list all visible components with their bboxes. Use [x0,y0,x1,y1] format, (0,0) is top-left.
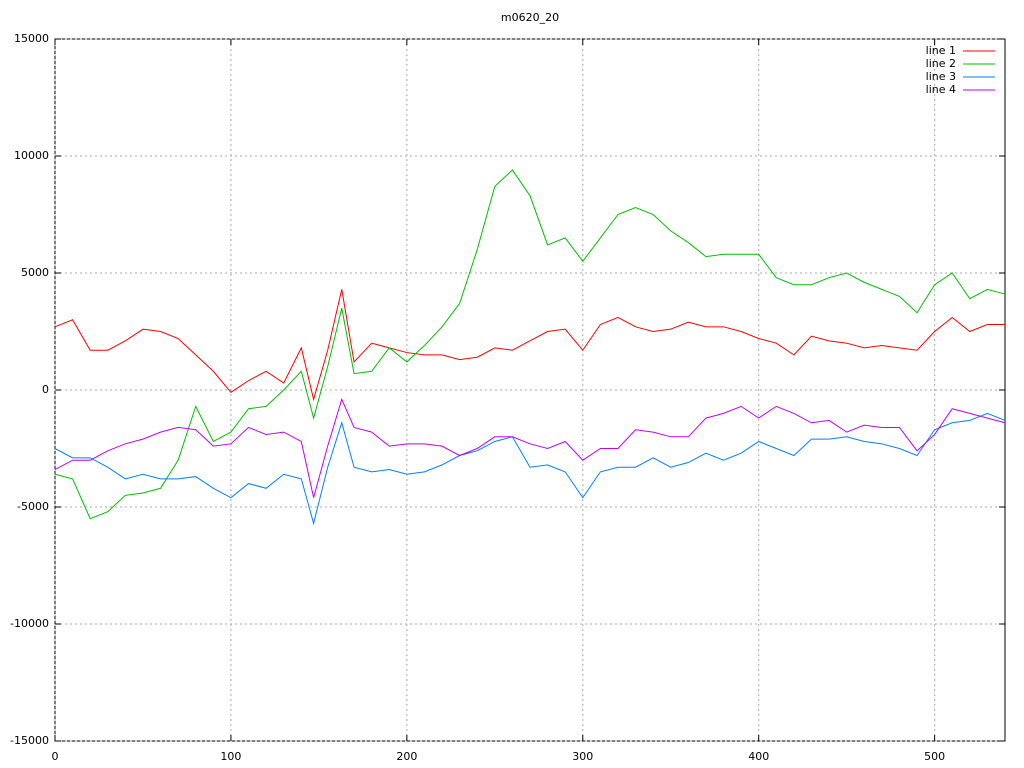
series-line [54,289,1005,402]
legend-label: line 2 [926,57,956,70]
legend-label: line 1 [926,44,956,57]
x-tick-label: 500 [924,750,945,763]
y-tick-label: -15000 [10,734,49,747]
x-tick-label: 100 [220,750,241,763]
y-tick-label: 0 [42,383,49,396]
y-tick-label: -10000 [10,617,49,630]
y-tick-label: -5000 [17,500,49,513]
series-line [54,412,1006,526]
x-tick-label: 300 [572,750,593,763]
x-tick-label: 400 [748,750,769,763]
series-line [54,169,1006,520]
legend-label: line 3 [926,70,956,83]
chart-title: m0620_20 [501,11,559,24]
series-line [54,397,1006,498]
y-tick-label: 15000 [14,32,49,45]
y-tick-label: 5000 [21,266,49,279]
x-tick-label: 0 [52,750,59,763]
x-tick-label: 200 [396,750,417,763]
legend-label: line 4 [926,83,956,96]
y-tick-label: 10000 [14,149,49,162]
